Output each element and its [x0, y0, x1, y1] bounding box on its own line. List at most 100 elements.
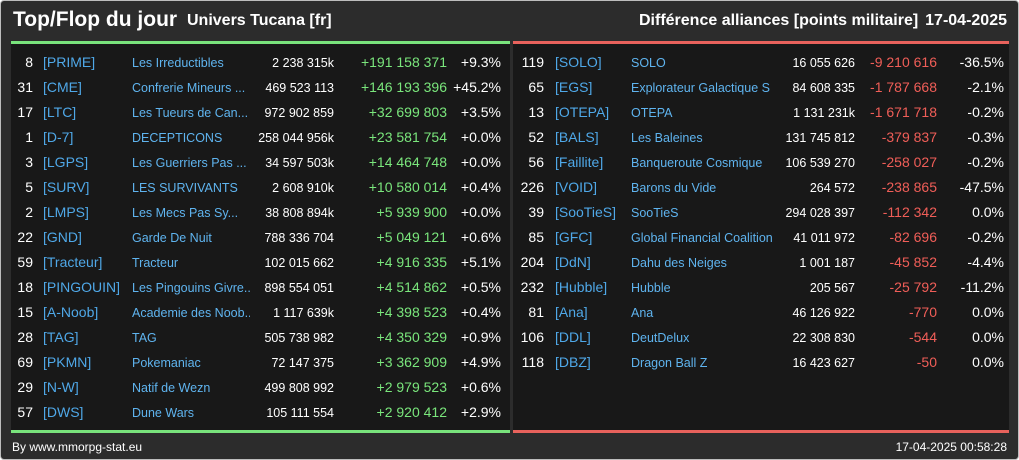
table-row: 204 [DdN] Dahu des Neiges 1 001 187 -45 852 -…	[513, 250, 1009, 275]
alliance-tag-link[interactable]: [LGPS]	[43, 154, 89, 170]
alliance-rank: 3	[25, 154, 33, 170]
points-difference: -112 342	[882, 204, 937, 220]
alliance-name-link[interactable]: Dragon Ball Z	[631, 356, 708, 370]
alliance-tag-link[interactable]: [PRIME]	[43, 54, 96, 70]
alliance-tag-link[interactable]: [LTC]	[43, 104, 77, 120]
alliance-name-link[interactable]: LES SURVIVANTS	[132, 181, 238, 195]
table-row: 57 [DWS] Dune Wars 105 111 554 +2 920 412 +2.…	[11, 400, 510, 425]
alliance-tag-link[interactable]: [GFC]	[555, 229, 593, 245]
alliance-tag-link[interactable]: [DWS]	[43, 404, 84, 420]
alliance-name-link[interactable]: Les Baleines	[631, 131, 703, 145]
alliance-name-link[interactable]: Global Financial Coalition	[631, 231, 773, 245]
alliance-tag-link[interactable]: [DdN]	[555, 254, 591, 270]
footer: By www.mmorpg-stat.eu 17-04-2025 00:58:2…	[1, 437, 1018, 459]
alliance-name-link[interactable]: Confrerie Mineurs ...	[132, 81, 246, 95]
alliance-rank: 52	[528, 129, 544, 145]
alliance-name-link[interactable]: Banqueroute Cosmique	[631, 156, 763, 170]
points-difference: +191 158 371	[360, 54, 447, 70]
percent-change: +0.4%	[460, 304, 501, 320]
alliance-name-link[interactable]: Les Pingouins Givre...	[132, 281, 250, 295]
alliance-tag-link[interactable]: [PINGOUIN]	[43, 279, 121, 295]
alliance-tag-link[interactable]: [D-7]	[43, 129, 74, 145]
page-title: Top/Flop du jour	[13, 8, 178, 31]
alliance-name-link[interactable]: DECEPTICONS	[132, 131, 223, 145]
table-row: 8 [PRIME] Les Irreductibles 2 238 315k +191 …	[11, 50, 510, 75]
points-difference: -50	[916, 354, 937, 370]
alliance-name-link[interactable]: Les Tueurs de Can...	[132, 106, 249, 120]
top-alliances-list: 8 [PRIME] Les Irreductibles 2 238 315k +191 …	[11, 50, 510, 425]
table-row: 28 [TAG] TAG 505 738 982 +4 350 329 +0.9%	[11, 325, 510, 350]
percent-change: +0.4%	[460, 179, 501, 195]
alliance-tag-link[interactable]: [EGS]	[555, 79, 593, 95]
points-difference: +3 362 909	[376, 354, 447, 370]
alliance-name-link[interactable]: Academie des Noob...	[132, 306, 250, 320]
points-difference: +14 464 748	[368, 154, 447, 170]
percent-change: +5.1%	[460, 254, 501, 270]
alliance-tag-link[interactable]: [Ana]	[555, 304, 588, 320]
alliance-tag-link[interactable]: [A-Noob]	[43, 304, 99, 320]
table-row: 119 [SOLO] SOLO 16 055 626 -9 210 616 -36.5%	[513, 50, 1009, 75]
alliance-name-link[interactable]: SooTieS	[631, 206, 679, 220]
alliance-name-link[interactable]: Dahu des Neiges	[631, 256, 727, 270]
percent-change: -11.2%	[960, 279, 1004, 295]
table-row: 65 [EGS] Explorateur Galactique S 84 608 33…	[513, 75, 1009, 100]
percent-change: +4.9%	[460, 354, 501, 370]
points-difference: +4 398 523	[376, 304, 447, 320]
percent-change: 0.0%	[972, 304, 1004, 320]
percent-change: -4.4%	[967, 254, 1004, 270]
alliance-rank: 65	[528, 79, 544, 95]
points-difference: -45 852	[889, 254, 937, 270]
alliance-tag-link[interactable]: [Hubble]	[555, 279, 608, 295]
alliance-tag-link[interactable]: [OTEPA]	[555, 104, 610, 120]
alliance-name-link[interactable]: DeutDelux	[631, 331, 690, 345]
alliance-name-link[interactable]: Tracteur	[132, 256, 179, 270]
alliance-points: 84 608 335	[792, 81, 855, 95]
alliance-name-link[interactable]: Garde De Nuit	[132, 231, 212, 245]
alliance-name-link[interactable]: SOLO	[631, 56, 666, 70]
alliance-tag-link[interactable]: [SURV]	[43, 179, 90, 195]
table-row: 106 [DDL] DeutDelux 22 308 830 -544 0.0%	[513, 325, 1009, 350]
table-row: 226 [VOID] Barons du Vide 264 572 -238 865 -4…	[513, 175, 1009, 200]
alliance-tag-link[interactable]: [SooTieS]	[555, 204, 616, 220]
alliance-name-link[interactable]: Barons du Vide	[631, 181, 717, 195]
alliance-name-link[interactable]: Natif de Wezn	[132, 381, 211, 395]
alliance-name-link[interactable]: Les Guerriers Pas ...	[132, 156, 247, 170]
percent-change: +0.6%	[460, 229, 501, 245]
alliance-tag-link[interactable]: [TAG]	[43, 329, 79, 345]
difference-title: Différence alliances [points militaire]	[639, 12, 919, 29]
alliance-name-link[interactable]: OTEPA	[631, 106, 673, 120]
alliance-points: 258 044 956k	[258, 131, 334, 145]
alliance-rank: 69	[17, 354, 33, 370]
alliance-name-link[interactable]: Explorateur Galactique S	[631, 81, 770, 95]
table-row: 39 [SooTieS] SooTieS 294 028 397 -112 342 0.0…	[513, 200, 1009, 225]
alliance-name-link[interactable]: Hubble	[631, 281, 671, 295]
alliance-tag-link[interactable]: [N-W]	[43, 379, 79, 395]
points-difference: +23 581 754	[368, 129, 447, 145]
alliance-tag-link[interactable]: [VOID]	[555, 179, 598, 195]
alliance-tag-link[interactable]: [LMPS]	[43, 204, 89, 220]
alliance-name-link[interactable]: Les Irreductibles	[132, 56, 224, 70]
alliance-name-link[interactable]: Dune Wars	[132, 406, 195, 420]
alliance-tag-link[interactable]: [SOLO]	[555, 54, 602, 70]
alliance-tag-link[interactable]: [DDL]	[555, 329, 591, 345]
alliance-points: 2 608 910k	[272, 181, 334, 195]
alliance-tag-link[interactable]: [Tracteur]	[43, 254, 103, 270]
alliance-points: 972 902 859	[264, 106, 334, 120]
alliance-tag-link[interactable]: [PKMN]	[43, 354, 92, 370]
flop-alliances-list: 119 [SOLO] SOLO 16 055 626 -9 210 616 -36.5% 6…	[513, 50, 1009, 375]
alliance-tag-link[interactable]: [GND]	[43, 229, 82, 245]
alliance-tag-link[interactable]: [CME]	[43, 79, 82, 95]
alliance-rank: 59	[17, 254, 33, 270]
alliance-rank: 18	[17, 279, 33, 295]
alliance-name-link[interactable]: Les Mecs Pas Sy...	[132, 206, 239, 220]
alliance-name-link[interactable]: TAG	[132, 331, 157, 345]
alliance-name-link[interactable]: Ana	[631, 306, 654, 320]
alliance-tag-link[interactable]: [BALS]	[555, 129, 599, 145]
alliance-tag-link[interactable]: [DBZ]	[555, 354, 591, 370]
alliance-name-link[interactable]: Pokemaniac	[132, 356, 201, 370]
alliance-rank: 15	[17, 304, 33, 320]
points-difference: +146 193 396	[360, 79, 447, 95]
points-difference: -238 865	[881, 179, 937, 195]
alliance-tag-link[interactable]: [Faillite]	[555, 154, 604, 170]
